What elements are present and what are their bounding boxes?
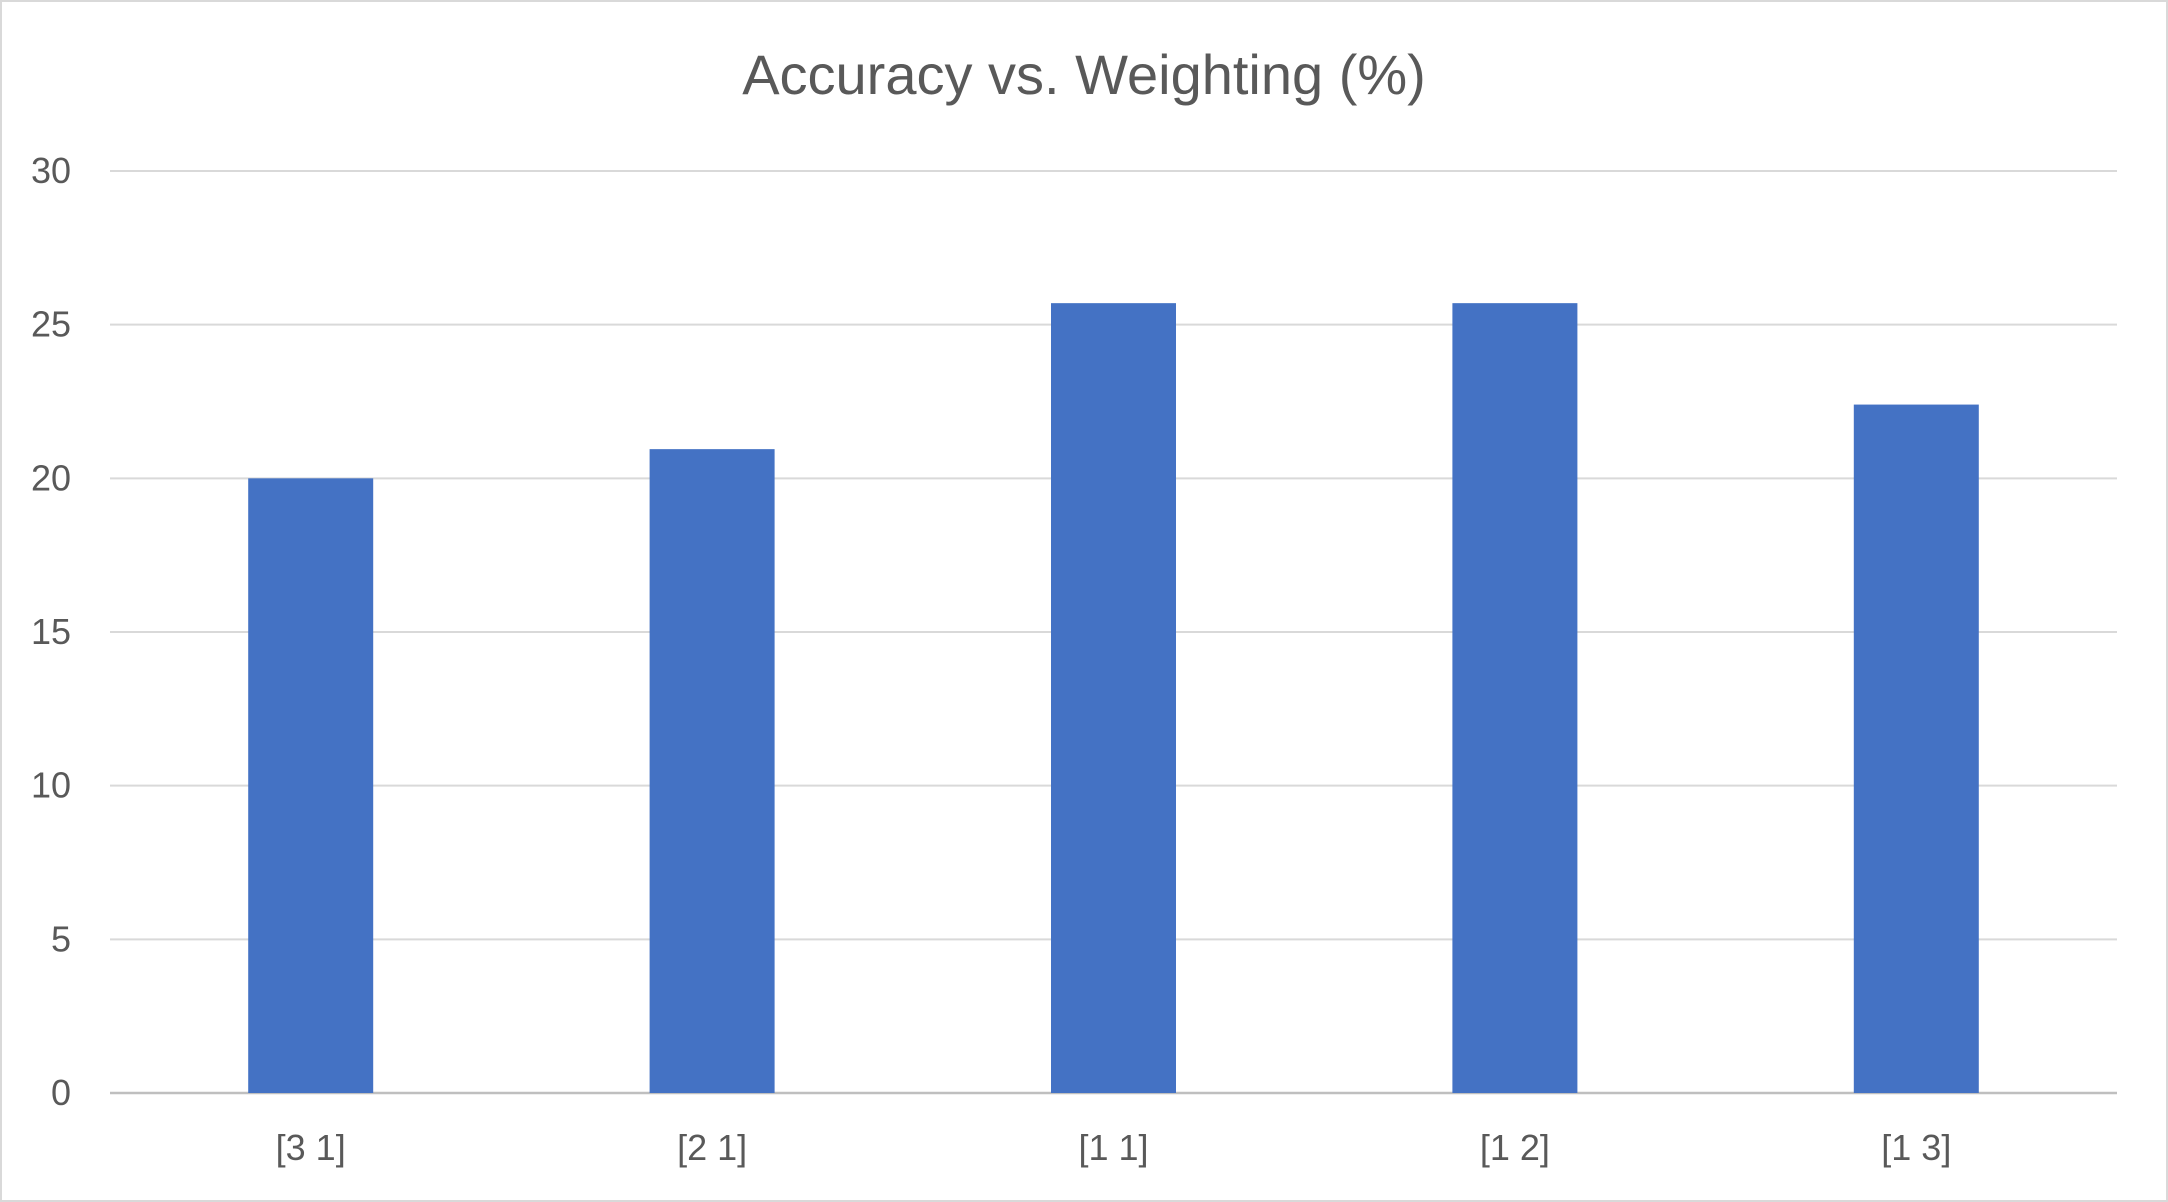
y-tick-label: 5 [51, 918, 71, 959]
y-tick-label: 0 [51, 1072, 71, 1113]
x-tick-label: [3 1] [276, 1127, 346, 1168]
bar [1853, 404, 1979, 1093]
x-tick-label: [2 1] [677, 1127, 747, 1168]
x-tick-label: [1 1] [1078, 1127, 1148, 1168]
x-tick-label: [1 3] [1881, 1127, 1951, 1168]
y-tick-label: 25 [31, 304, 71, 345]
y-tick-label: 15 [31, 611, 71, 652]
y-tick-label: 10 [31, 765, 71, 806]
x-tick-label: [1 2] [1480, 1127, 1550, 1168]
bar [649, 449, 775, 1093]
bar [1452, 303, 1578, 1093]
x-axis: [3 1] [2 1] [1 1] [1 2] [1 3] [276, 1127, 1952, 1168]
y-tick-label: 30 [31, 150, 71, 191]
y-tick-label: 20 [31, 457, 71, 498]
bar [1051, 303, 1176, 1093]
chart-title: Accuracy vs. Weighting (%) [742, 43, 1426, 106]
bars [248, 303, 1979, 1093]
bar [248, 478, 374, 1093]
y-axis: 0 5 10 15 20 25 30 [31, 150, 71, 1113]
